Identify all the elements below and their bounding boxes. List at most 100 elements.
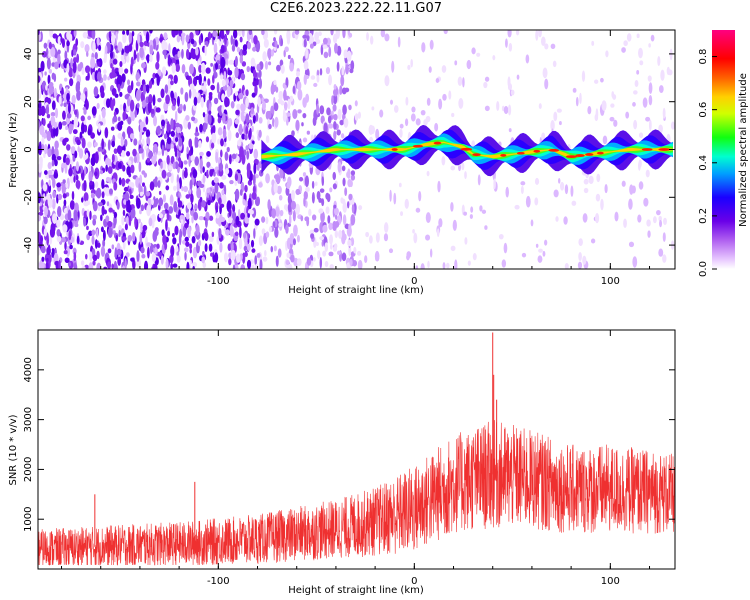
heatmap-cell	[68, 67, 74, 78]
heatmap-cell	[103, 209, 108, 215]
heatmap-cell	[166, 136, 172, 145]
heatmap-cell	[160, 255, 164, 265]
heatmap-cell	[157, 251, 163, 257]
snr-chart: -100 0 100 1000 2000 3000 4000 Height of stra…	[8, 329, 676, 596]
heatmap-cell	[79, 61, 84, 69]
heatmap-cell	[164, 84, 169, 94]
heatmap-cell	[185, 114, 190, 122]
heatmap-cell	[51, 159, 55, 167]
heatmap-cell	[152, 143, 159, 156]
heatmap-cell	[354, 113, 359, 121]
heatmap-cell	[150, 108, 155, 115]
heatmap-cell	[156, 126, 159, 133]
heatmap-cell	[203, 232, 207, 237]
heatmap-cell	[189, 260, 192, 265]
heatmap-cell	[631, 185, 636, 194]
heatmap-cell	[105, 215, 110, 223]
heatmap-cell	[253, 228, 256, 239]
heatmap-cell	[418, 191, 422, 202]
heatmap-cell	[156, 151, 162, 156]
heatmap-cell	[426, 97, 431, 106]
heatmap-cell	[302, 34, 308, 39]
heatmap-cell	[146, 53, 150, 64]
heatmap-cell	[346, 171, 350, 178]
heatmap-cell	[348, 199, 353, 206]
ridge-peak	[548, 148, 560, 152]
heatmap-cell	[251, 125, 254, 133]
heatmap-cell	[317, 250, 321, 260]
heatmap-cell	[47, 148, 53, 157]
heatmap-cell	[122, 209, 126, 217]
heatmap-cell	[301, 122, 304, 127]
heatmap-cell	[38, 67, 43, 73]
heatmap-cell	[273, 245, 277, 252]
heatmap-cell	[57, 35, 62, 45]
heatmap-cell	[84, 200, 89, 207]
heatmap-cell	[583, 178, 589, 185]
heatmap-cell	[243, 245, 248, 252]
heatmap-cell	[132, 148, 137, 157]
heatmap-cell	[383, 222, 389, 233]
heatmap-cell	[261, 101, 266, 111]
heatmap-cell	[151, 155, 157, 165]
heatmap-cell	[75, 38, 79, 47]
heatmap-cell	[51, 198, 56, 210]
heatmap-cell	[262, 256, 268, 262]
heatmap-cell	[82, 31, 88, 39]
heatmap-cell	[348, 193, 353, 201]
heatmap-cell	[41, 51, 48, 58]
heatmap-cell	[194, 131, 200, 137]
heatmap-cell	[224, 167, 230, 175]
heatmap-cell	[104, 45, 108, 55]
heatmap-cell	[583, 187, 589, 194]
heatmap-cell	[140, 222, 143, 233]
heatmap-cell	[314, 31, 320, 42]
heatmap-cell	[217, 117, 222, 124]
heatmap-cell	[75, 161, 80, 172]
heatmap-cell	[113, 211, 118, 219]
heatmap-cell	[102, 239, 106, 248]
heatmap-cell	[224, 96, 229, 108]
heatmap-cell	[75, 179, 81, 189]
heatmap-cell	[636, 33, 640, 39]
heatmap-cell	[136, 81, 141, 87]
heatmap-cell	[284, 84, 287, 90]
heatmap-cell	[503, 242, 508, 254]
heatmap-cell	[43, 170, 48, 175]
heatmap-cell	[108, 158, 112, 167]
heatmap-cell	[406, 251, 412, 259]
heatmap-cell	[157, 97, 162, 103]
heatmap-cell	[143, 260, 149, 269]
heatmap-cell	[558, 178, 561, 184]
heatmap-cell	[171, 62, 176, 74]
heatmap-cell	[103, 187, 108, 195]
heatmap-cell	[52, 126, 56, 138]
heatmap-cell	[348, 104, 352, 111]
heatmap-cell	[47, 74, 51, 85]
heatmap-cell	[170, 80, 174, 86]
heatmap-cell	[600, 77, 604, 83]
heatmap-cell	[86, 209, 90, 218]
heatmap-cell	[339, 119, 344, 126]
heatmap-cell	[53, 121, 58, 129]
heatmap-cell	[119, 91, 123, 97]
heatmap-cell	[155, 197, 159, 205]
heatmap-cell	[662, 107, 666, 119]
heatmap-cell	[136, 250, 140, 262]
heatmap-cell	[662, 254, 667, 263]
heatmap-cell	[639, 60, 644, 66]
heatmap-cell	[223, 252, 228, 263]
heatmap-cell	[467, 260, 471, 266]
heatmap-cell	[241, 133, 246, 140]
heatmap-cell	[69, 78, 74, 87]
heatmap-cell	[129, 133, 135, 139]
heatmap-cell	[278, 222, 283, 228]
heatmap-cell	[213, 177, 219, 184]
heatmap-cell	[194, 204, 198, 210]
heatmap-cell	[135, 89, 141, 102]
snr-plot-frame	[37, 329, 676, 570]
heatmap-cell	[85, 152, 89, 159]
heatmap-cell	[146, 157, 151, 163]
snr-y-axis-label: SNR (10 * v/v)	[8, 414, 19, 485]
heatmap-cell	[57, 49, 61, 55]
